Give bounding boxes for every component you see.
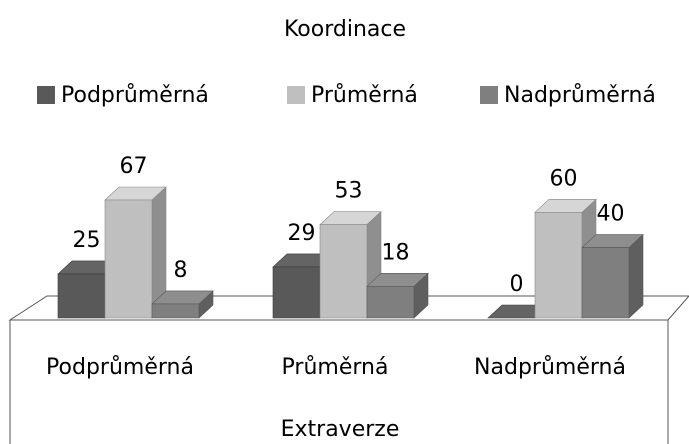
chart-title: Koordinace — [284, 17, 406, 42]
legend-swatch — [480, 86, 498, 104]
bar-front — [366, 285, 415, 319]
bar-front — [534, 212, 583, 319]
bar — [581, 233, 644, 319]
data-label: 8 — [174, 258, 188, 283]
legend-swatch — [287, 86, 305, 104]
legend-label: Podprůměrná — [61, 83, 209, 108]
bar-side — [628, 233, 644, 319]
legend-swatch — [37, 86, 55, 104]
bar-front — [319, 224, 368, 319]
data-label: 18 — [382, 240, 410, 265]
bar — [366, 272, 429, 319]
bar — [104, 186, 167, 319]
legend-label: Průměrná — [311, 83, 418, 108]
data-label: 67 — [120, 154, 148, 179]
bar-front — [272, 266, 321, 319]
x-tick-label: Průměrná — [282, 355, 389, 380]
data-label: 40 — [597, 202, 625, 227]
bar-front — [581, 247, 630, 319]
data-label: 0 — [510, 272, 524, 297]
bar — [319, 210, 382, 319]
data-label: 29 — [288, 221, 316, 246]
data-label: 53 — [335, 179, 363, 204]
x-axis-title: Extraverze — [281, 417, 400, 442]
data-label: 60 — [550, 166, 578, 191]
data-label: 25 — [73, 228, 101, 253]
x-tick-label: Podprůměrná — [46, 355, 194, 380]
bar — [151, 290, 214, 319]
bar-front — [104, 199, 153, 319]
bar-front — [151, 303, 200, 319]
x-tick-label: Nadprůměrná — [474, 355, 626, 380]
bar-front — [57, 273, 106, 319]
legend-label: Nadprůměrná — [504, 83, 656, 108]
